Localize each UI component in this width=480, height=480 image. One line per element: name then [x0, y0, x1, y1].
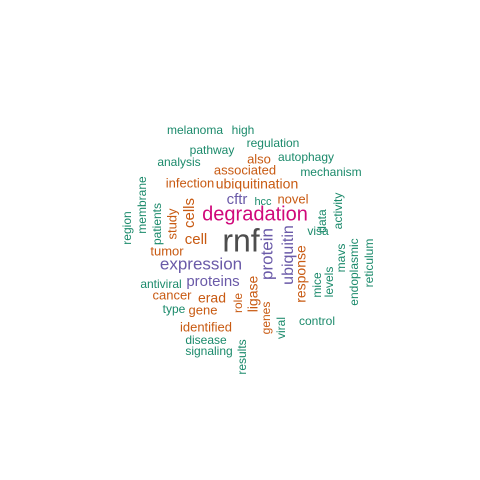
word-cancer: cancer: [152, 287, 192, 302]
word-reticulum: reticulum: [362, 239, 376, 288]
word-patients: patients: [150, 203, 164, 245]
word-visa: visa: [307, 224, 329, 238]
word-high: high: [232, 123, 255, 137]
word-mice: mice: [310, 272, 324, 298]
word-endoplasmic: endoplasmic: [347, 238, 361, 305]
word-role: role: [231, 293, 245, 313]
word-ligase: ligase: [245, 276, 261, 313]
word-study: study: [164, 208, 179, 240]
word-also: also: [247, 151, 271, 166]
word-results: results: [235, 339, 249, 374]
word-membrane: membrane: [135, 176, 149, 234]
word-mechanism: mechanism: [300, 165, 361, 179]
word-mavs: mavs: [334, 244, 348, 273]
word-associated: associated: [214, 162, 276, 177]
word-hcc: hcc: [254, 196, 272, 208]
word-control: control: [299, 314, 335, 328]
word-levels: levels: [322, 267, 336, 298]
word-melanoma: melanoma: [167, 123, 223, 137]
word-activity: activity: [331, 193, 345, 230]
word-expression: expression: [160, 254, 242, 273]
word-disease: disease: [185, 333, 227, 347]
word-cell: cell: [185, 231, 208, 248]
word-region: region: [120, 211, 134, 244]
word-pathway: pathway: [190, 143, 235, 157]
word-signaling: signaling: [185, 344, 232, 358]
word-tumor: tumor: [150, 243, 184, 258]
word-regulation: regulation: [247, 136, 300, 150]
word-identified: identified: [180, 319, 232, 334]
word-viral: viral: [274, 317, 288, 339]
word-erad: erad: [198, 290, 226, 306]
word-response: response: [293, 245, 309, 303]
word-autophagy: autophagy: [278, 150, 334, 164]
word-proteins: proteins: [186, 273, 239, 290]
word-rnf: rnf: [222, 222, 259, 258]
word-antiviral: antiviral: [140, 277, 181, 291]
word-analysis: analysis: [157, 155, 200, 169]
word-data: data: [315, 209, 329, 233]
word-ubiquitin: ubiquitin: [280, 225, 297, 285]
word-ubiquitination: ubiquitination: [216, 176, 299, 192]
word-novel: novel: [277, 191, 308, 206]
word-cftr: cftr: [227, 191, 248, 208]
word-cells: cells: [181, 198, 198, 228]
word-genes: genes: [259, 302, 273, 335]
word-degradation: degradation: [202, 203, 308, 225]
word-protein: protein: [257, 228, 276, 280]
word-infection: infection: [166, 175, 214, 190]
word-gene: gene: [189, 302, 218, 317]
word-type: type: [163, 302, 186, 316]
